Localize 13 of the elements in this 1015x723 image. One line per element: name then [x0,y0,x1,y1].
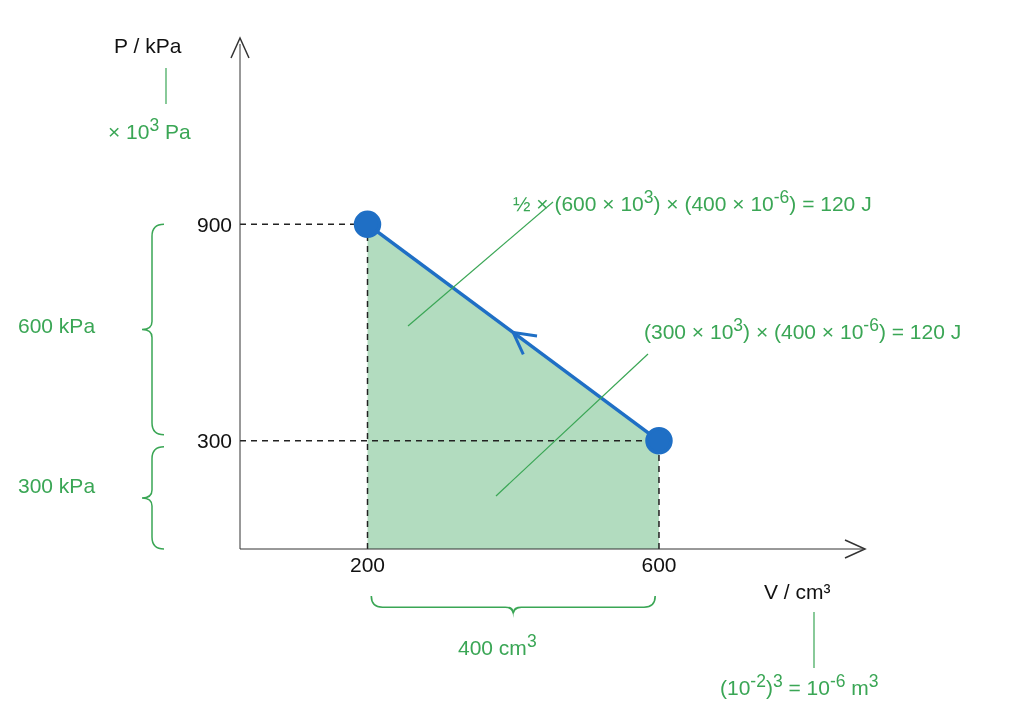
x-tick-label: 600 [641,552,677,576]
text: 400 cm$^{3}$ [458,630,538,661]
annotation: ½ × (600 × 10$^{3}$) × (400 × 10$^{-6}$) = 120 J [513,186,873,217]
x-tick-label: 200 [349,552,386,576]
y-tick-label: 300 [196,429,232,453]
x-axis-title: V / cm³ [764,580,831,604]
annotation: (300 × 10$^{3}$) × (400 × 10$^{-6}$) = 120 J [644,314,963,345]
y-tick-label: 900 [196,212,232,236]
text: 300 kPa [18,473,97,499]
y-axis-title: P / kPa [114,34,182,58]
text: 600 kPa [18,313,97,339]
text: (10$^{-2}$)$^{3}$ = 10$^{-6}$ m$^{3}$ [720,670,880,701]
text: × 10$^{3}$ Pa [108,114,192,145]
